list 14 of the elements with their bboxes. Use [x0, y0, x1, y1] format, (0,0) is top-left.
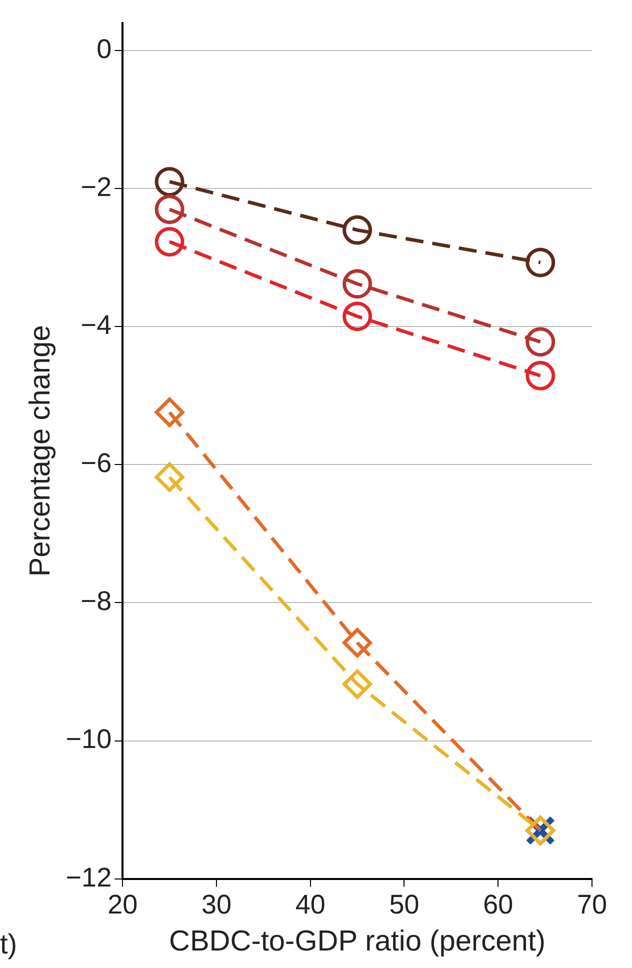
x-tick-label: 70: [576, 889, 608, 920]
x-tick-label: 30: [201, 889, 232, 920]
text: t): [0, 928, 18, 960]
y-tick-label: −10: [66, 724, 112, 754]
x-tick-label: 40: [295, 889, 326, 920]
y-tick-label: −2: [80, 172, 112, 202]
y-axis-title: Percentage change: [24, 325, 56, 577]
x-axis-title: CBDC-to-GDP ratio (percent): [169, 926, 546, 958]
y-tick-label: 0: [96, 34, 112, 64]
x-tick-label: 60: [483, 889, 514, 920]
y-tick-label: −8: [80, 586, 112, 616]
y-tick-label: −4: [80, 310, 112, 340]
y-tick-label: −6: [80, 448, 112, 478]
x-tick-label: 50: [389, 889, 420, 920]
